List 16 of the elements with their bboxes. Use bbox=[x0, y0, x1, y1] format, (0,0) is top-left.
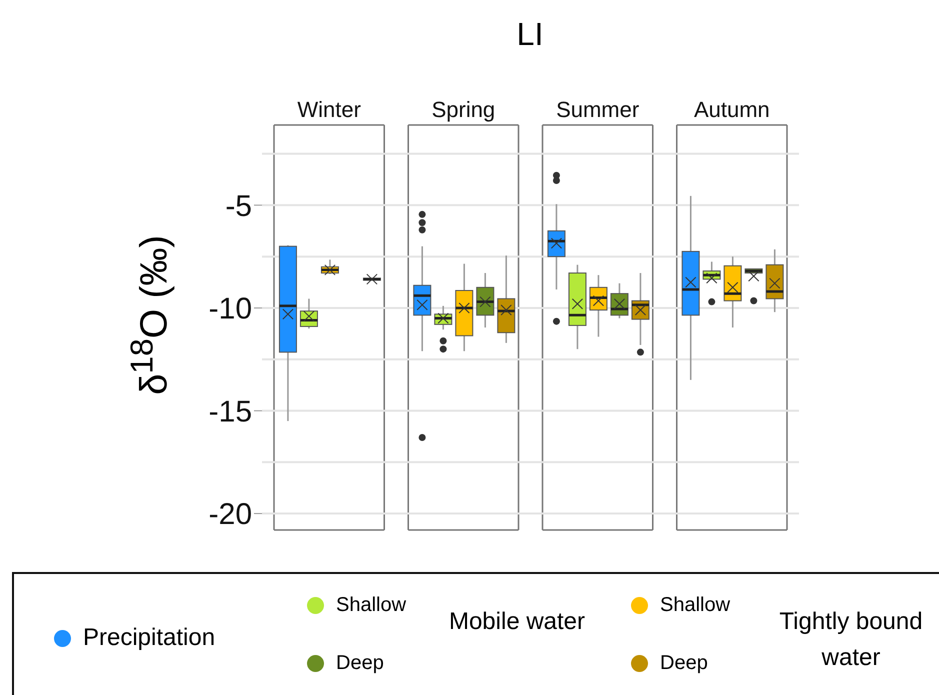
legend-label: Deep bbox=[336, 652, 384, 675]
y-tick-label: -20 bbox=[208, 498, 252, 532]
x-tick-label: Summer bbox=[556, 97, 640, 122]
x-tick-label: Autumn bbox=[694, 97, 770, 122]
x-tick-label: Winter bbox=[297, 97, 361, 122]
y-tick-label: -10 bbox=[208, 292, 252, 326]
x-tick-label: Spring bbox=[432, 97, 496, 122]
y-tick-label: -5 bbox=[225, 190, 252, 223]
text: Tightly bound water bbox=[778, 607, 924, 673]
legend-label: Shallow bbox=[660, 594, 730, 617]
legend-label: Precipitation bbox=[83, 624, 216, 652]
legend-label: Shallow bbox=[336, 594, 406, 617]
legend-label: Deep bbox=[660, 652, 708, 675]
text: Mobile water bbox=[448, 607, 586, 637]
chart-title: LI bbox=[516, 16, 544, 53]
y-tick-label: -15 bbox=[208, 395, 252, 428]
